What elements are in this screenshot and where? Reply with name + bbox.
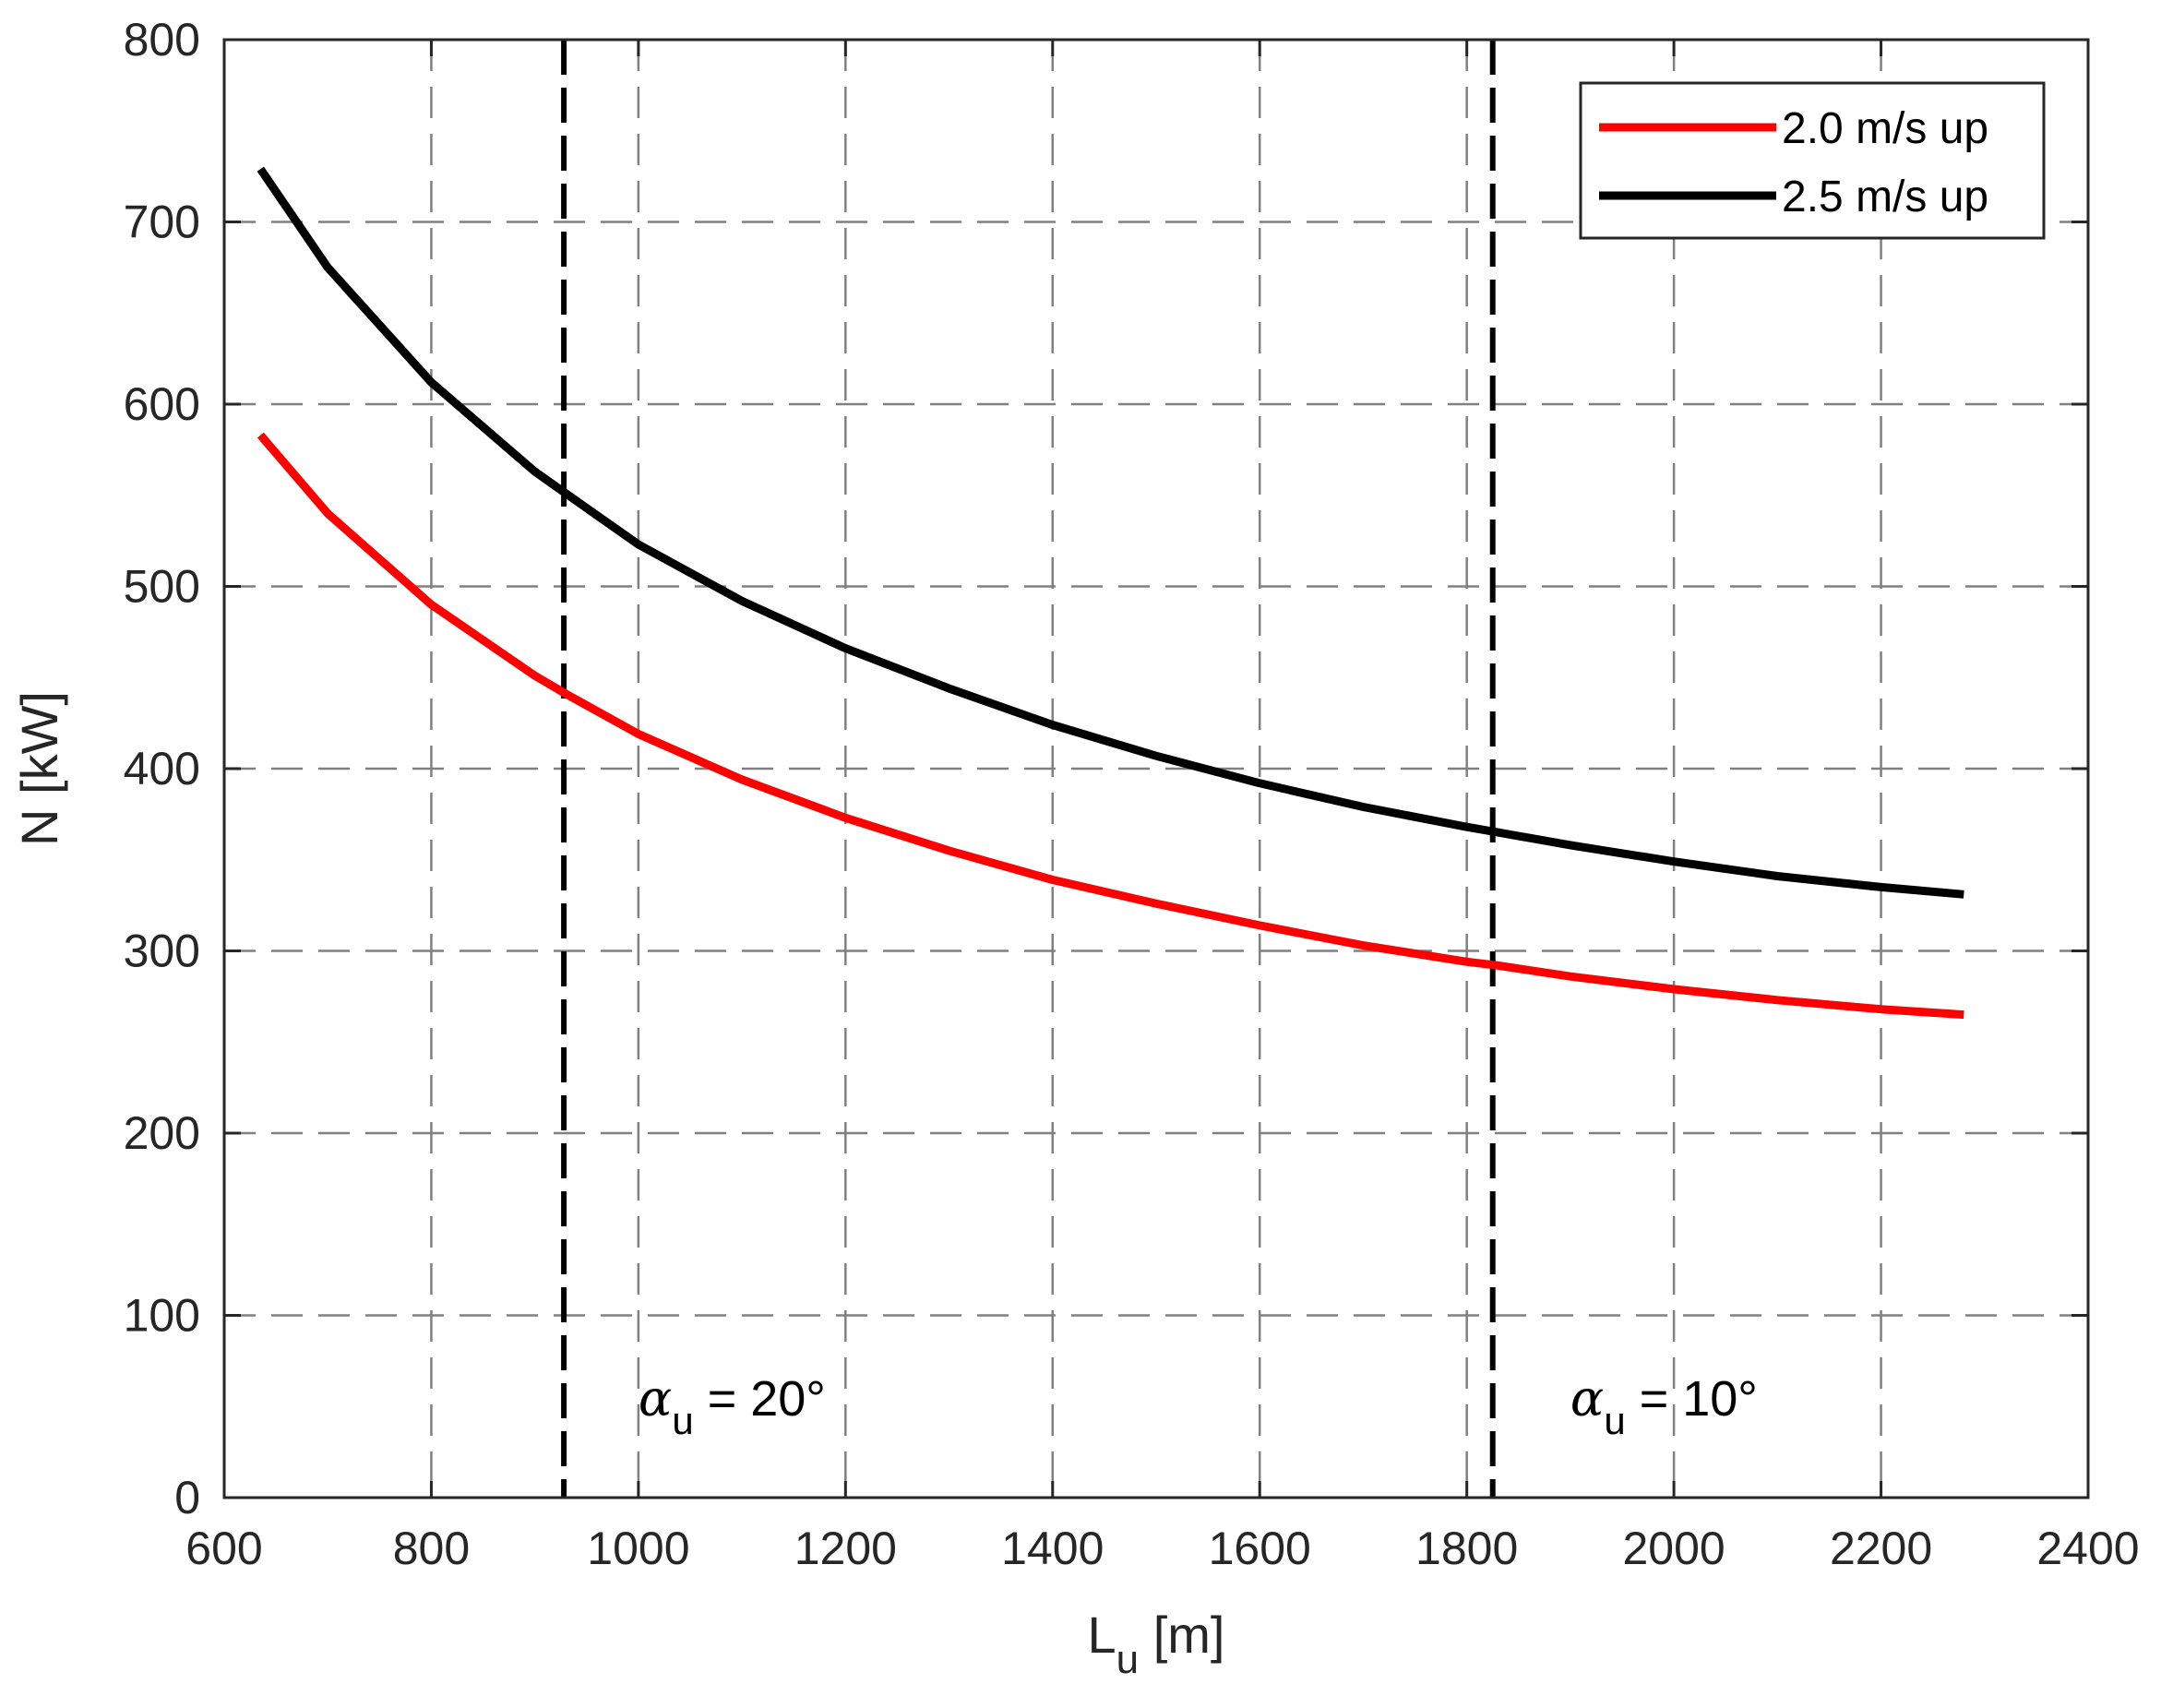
label-rest: = 20° bbox=[694, 1371, 826, 1427]
x-tick-label: 800 bbox=[393, 1523, 470, 1574]
y-axis-title: N [kW] bbox=[10, 691, 68, 846]
legend-label-2: 2.5 m/s up bbox=[1782, 173, 1988, 221]
label-greek: α bbox=[639, 1369, 672, 1427]
x-tick-label: 2200 bbox=[1830, 1523, 1932, 1574]
x-tick-label: 1200 bbox=[794, 1523, 897, 1574]
series-layer bbox=[257, 166, 1964, 1020]
legend-items: 2.0 m/s up 2.5 m/s up bbox=[1599, 104, 1988, 221]
x-tick-label: 1800 bbox=[1415, 1523, 1518, 1574]
x-tick-label: 1600 bbox=[1209, 1523, 1311, 1574]
legend-box bbox=[1579, 81, 2046, 240]
y-tick-label: 600 bbox=[124, 378, 200, 430]
x-tick-label: 1000 bbox=[587, 1523, 689, 1574]
tick-layer: 600 800 1000 1200 1400 1600 1800 2000 2200 2400 0 1… bbox=[124, 14, 2140, 1574]
x-tick-label: 2400 bbox=[2036, 1523, 2139, 1574]
reference-line-label-1: αu = 20° bbox=[639, 1369, 826, 1442]
x-axis-title-unit: [m] bbox=[1139, 1606, 1224, 1664]
annotation-layer: αu = 20° αu = 10° bbox=[639, 1369, 1758, 1442]
label-greek: α bbox=[1570, 1369, 1604, 1427]
y-tick-label: 100 bbox=[124, 1290, 200, 1342]
y-tick-label: 400 bbox=[124, 743, 200, 794]
reference-line-label-2: αu = 10° bbox=[1570, 1369, 1758, 1442]
y-tick-label: 700 bbox=[124, 197, 200, 248]
x-axis-title-main: L bbox=[1088, 1606, 1116, 1664]
reference-lines bbox=[561, 40, 1496, 1498]
x-tick-label: 2000 bbox=[1622, 1523, 1725, 1574]
legend: 2.0 m/s up 2.5 m/s up bbox=[1579, 81, 2046, 240]
grid-layer bbox=[224, 40, 2088, 1498]
x-axis-title: Lu [m] bbox=[1088, 1606, 1225, 1682]
series-line-2 bbox=[257, 166, 1964, 899]
y-tick-label: 200 bbox=[124, 1107, 200, 1159]
label-rest: = 10° bbox=[1626, 1371, 1758, 1427]
label-subscript: u bbox=[1604, 1399, 1625, 1442]
y-tick-label: 300 bbox=[124, 926, 200, 977]
x-tick-label: 1400 bbox=[1001, 1523, 1104, 1574]
label-subscript: u bbox=[672, 1399, 693, 1442]
x-tick-label: 600 bbox=[185, 1523, 262, 1574]
x-axis-title-subscript: u bbox=[1116, 1637, 1139, 1682]
legend-label-1: 2.0 m/s up bbox=[1782, 104, 1988, 153]
y-tick-label: 500 bbox=[124, 561, 200, 613]
series-line-1 bbox=[257, 432, 1964, 1020]
y-tick-label: 800 bbox=[124, 14, 200, 66]
y-tick-label: 0 bbox=[174, 1472, 200, 1523]
